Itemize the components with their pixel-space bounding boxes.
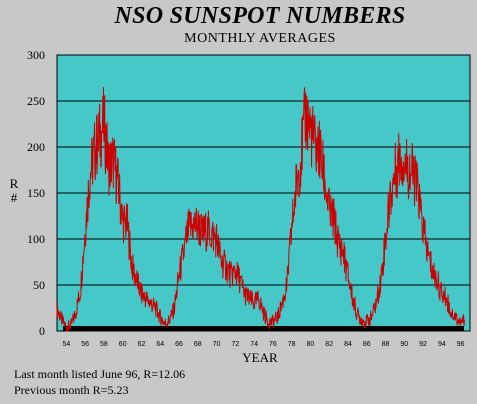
y-tick-label: 200 xyxy=(27,140,45,154)
x-tick-label: 90 xyxy=(400,341,408,348)
previous-month-note: Previous month R=5.23 xyxy=(14,383,129,397)
sunspot-series-line xyxy=(56,87,465,332)
x-tick-label: 88 xyxy=(382,341,390,348)
x-tick-label: 76 xyxy=(269,341,277,348)
x-axis-label: YEAR xyxy=(242,350,278,365)
x-tick-label: 92 xyxy=(419,341,427,348)
x-tick-label: 80 xyxy=(307,341,315,348)
x-tick-label: 82 xyxy=(325,341,333,348)
x-tick-label: 62 xyxy=(138,341,146,348)
y-axis-label: R xyxy=(10,176,19,191)
last-month-note: Last month listed June 96, R=12.06 xyxy=(14,367,186,381)
y-tick-label: 250 xyxy=(27,94,45,108)
y-axis-label-hash: # xyxy=(11,190,18,205)
x-tick-label: 56 xyxy=(81,341,89,348)
x-tick-label: 58 xyxy=(100,341,108,348)
x-tick-label: 64 xyxy=(156,341,164,348)
y-tick-label: 150 xyxy=(27,186,45,200)
baseline-band xyxy=(63,326,464,331)
chart-subtitle: MONTHLY AVERAGES xyxy=(184,31,336,46)
x-tick-label: 60 xyxy=(119,341,127,348)
y-tick-label: 300 xyxy=(27,48,45,62)
x-tick-label: 68 xyxy=(194,341,202,348)
x-tick-label: 72 xyxy=(231,341,239,348)
sunspot-plot: 0 50 100 150 200 250 300 54 56 58 60 62 64 66 68 70 72 74… xyxy=(10,48,471,365)
y-tick-label: 0 xyxy=(39,324,45,338)
x-tick-label: 96 xyxy=(457,341,465,348)
x-tick-label: 54 xyxy=(62,341,70,348)
y-tick-label: 50 xyxy=(33,278,45,292)
x-tick-label: 74 xyxy=(250,341,258,348)
x-tick-label: 86 xyxy=(363,341,371,348)
y-tick-label: 100 xyxy=(27,232,45,246)
x-tick-label: 84 xyxy=(344,341,352,348)
x-tick-label: 78 xyxy=(288,341,296,348)
x-tick-label: 94 xyxy=(438,341,446,348)
chart-title: NSO SUNSPOT NUMBERS xyxy=(114,3,406,29)
x-tick-label: 66 xyxy=(175,341,183,348)
x-tick-label: 70 xyxy=(213,341,221,348)
